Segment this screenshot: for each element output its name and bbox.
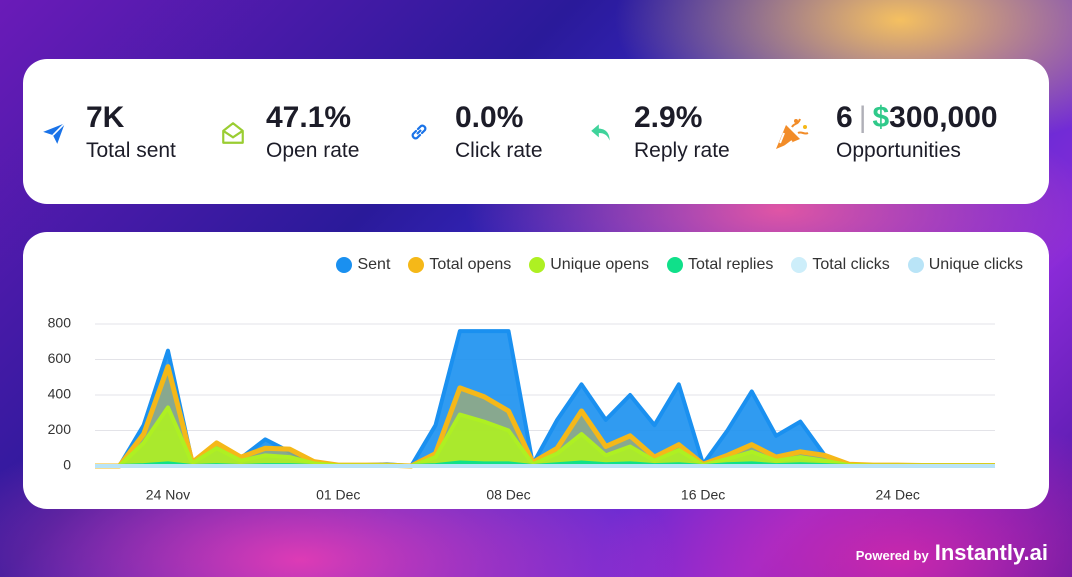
y-tick-label: 200 [48,421,72,437]
y-tick-label: 0 [63,457,71,473]
stat-label: Open rate [266,139,360,162]
stat-label: Reply rate [634,139,730,162]
opportunity-icon [776,118,809,149]
legend-label: Total clicks [812,256,890,273]
reply-icon [591,124,610,141]
legend-swatch [408,257,425,273]
stat: 7K Total sent [86,99,176,163]
legend-item[interactable]: Total opens [408,256,511,274]
stats-card: 7K Total sent 47.1% Open rate 0.0% Click ra… [23,59,1049,204]
legend: Sent Total opens Unique opens Total replies… [336,256,1023,274]
legend-swatch [336,257,353,273]
stat-value: 6 | $300,000 [836,99,998,137]
currency: $ [872,101,890,134]
legend-swatch [791,257,808,273]
stat-value: 7K [86,101,125,134]
separator: | [858,101,867,134]
footer: Powered by Instantly.ai [856,540,1048,566]
legend-swatch [667,257,683,273]
stat-label: Opportunities [836,139,961,162]
x-tick-label: 01 Dec [316,487,360,503]
stat: 47.1% Open rate [266,99,359,163]
stat-value: 47.1% [266,101,352,134]
legend-item[interactable]: Unique clicks [907,256,1023,274]
open-icon [222,122,244,144]
sent-icon [43,122,66,144]
opportunity-amount: 300,000 [889,101,998,134]
legend-item[interactable]: Total clicks [791,256,890,274]
legend-label: Unique opens [550,256,649,273]
stat-label: Click rate [455,139,543,162]
stat: 2.9% Reply rate [634,99,730,163]
legend-item[interactable]: Sent [336,256,390,274]
chart-card: 0 200 400 600 800 24 Nov 01 Dec 08 Dec 16 Dec 24 … [23,232,1049,509]
series-line [95,405,995,468]
click-icon [411,124,427,140]
legend-item[interactable]: Unique opens [529,256,649,274]
brand: Instantly.ai [934,540,1048,565]
series-line [95,329,995,468]
area-fill [95,407,995,466]
chart: 0 200 400 600 800 24 Nov 01 Dec 08 Dec 16 Dec 24 … [48,315,995,503]
x-tick-label: 24 Nov [146,487,190,503]
y-tick-label: 600 [48,350,72,366]
stat: 0.0% Click rate [455,99,543,163]
stat: 6 | $300,000 Opportunities [836,99,998,163]
legend-label: Sent [357,256,391,273]
x-tick-label: 24 Dec [876,487,920,503]
legend-label: Total opens [429,256,512,273]
x-tick-label: 08 Dec [486,487,530,503]
y-tick-label: 400 [48,386,72,402]
stat-value: 2.9% [634,101,703,134]
y-tick-label: 800 [48,315,72,331]
stat-value: 0.0% [455,101,524,134]
legend-label: Unique clicks [928,256,1023,273]
x-tick-label: 16 Dec [681,487,725,503]
legend-swatch [529,257,546,273]
area-fill [95,331,995,466]
legend-label: Total replies [688,256,774,273]
stat-label: Total sent [86,139,176,162]
legend-item[interactable]: Total replies [667,256,773,274]
powered-by: Powered by [855,548,929,563]
legend-swatch [907,257,924,273]
opportunity-count: 6 [836,101,853,134]
